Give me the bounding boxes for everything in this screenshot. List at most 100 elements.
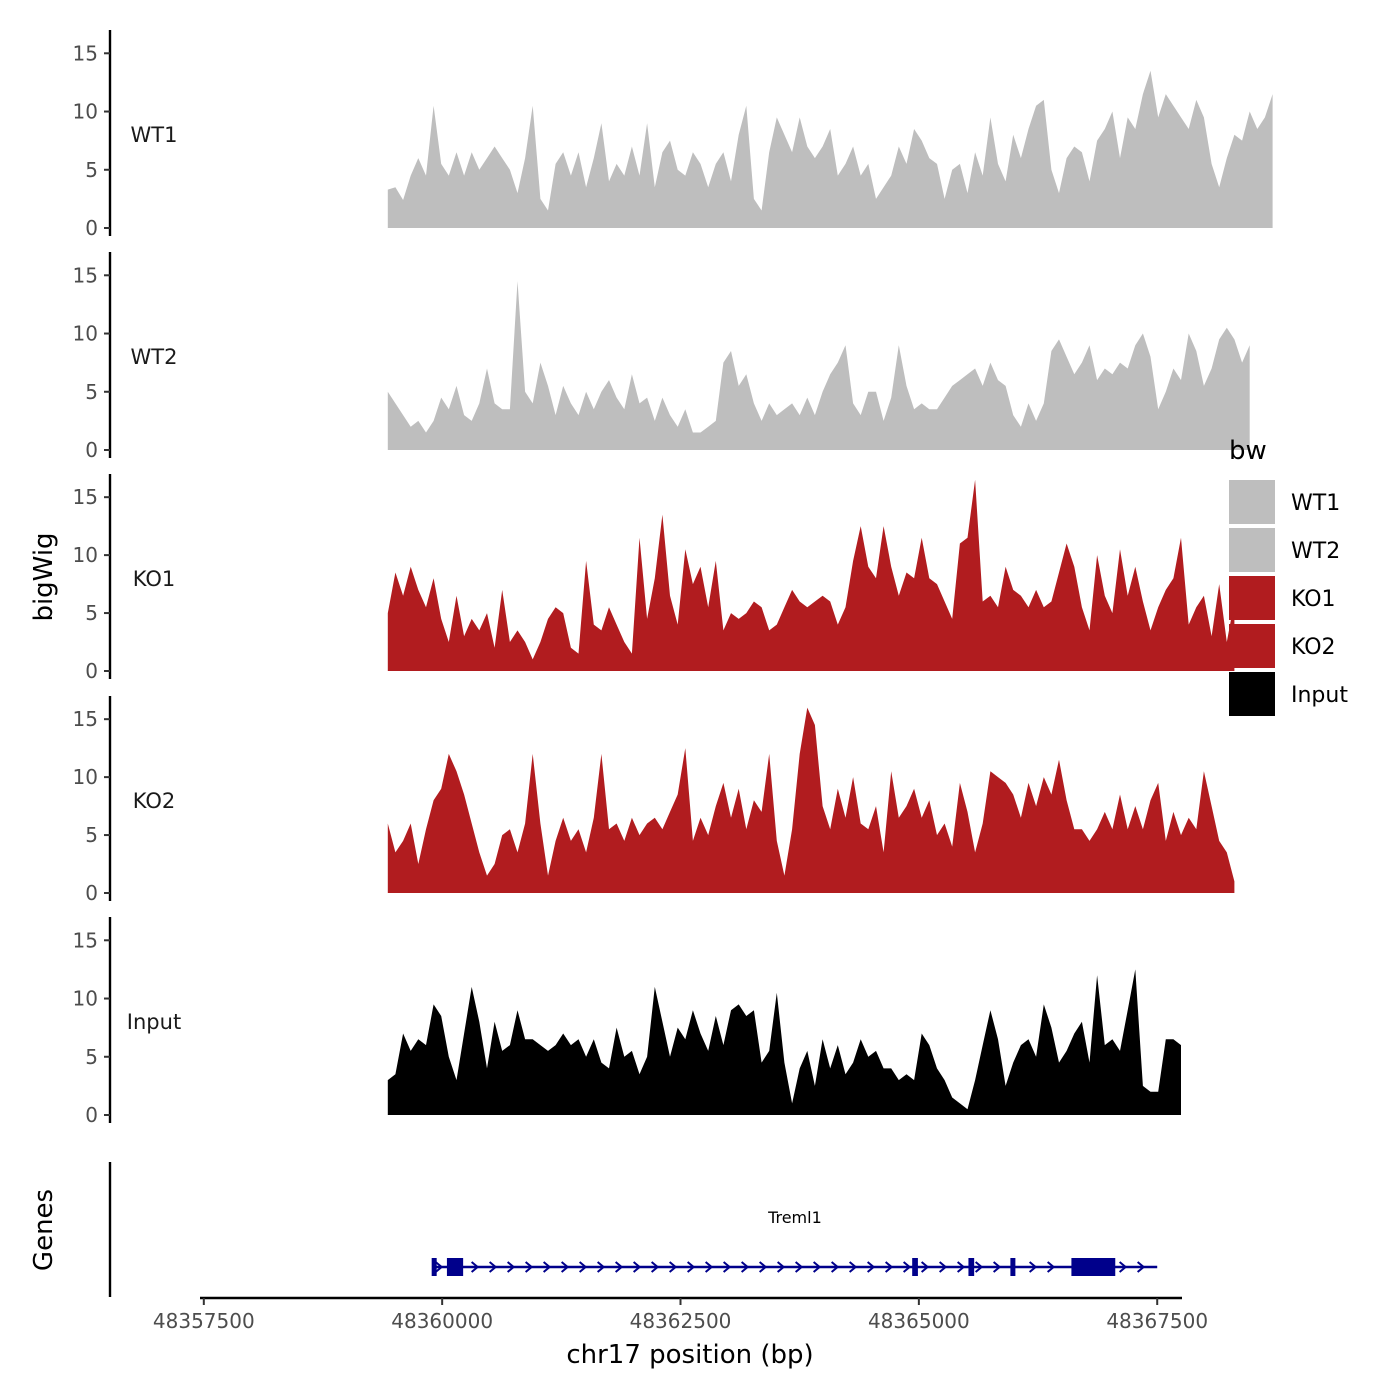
y-tick-label: 10 <box>73 765 98 789</box>
track-label-ko1: KO1 <box>133 567 176 591</box>
legend-swatch <box>1229 480 1275 524</box>
x-tick-label: 48362500 <box>630 1309 732 1333</box>
strand-arrow <box>704 1261 714 1273</box>
exon-3 <box>912 1258 918 1276</box>
y-tick-label: 10 <box>73 543 98 567</box>
legend-title: bw <box>1229 436 1267 466</box>
strand-arrow <box>722 1261 732 1273</box>
legend-swatch <box>1229 528 1275 572</box>
strand-arrow <box>920 1261 930 1273</box>
strand-arrow <box>866 1261 876 1273</box>
y-tick-label: 10 <box>73 100 98 124</box>
strand-arrow <box>1136 1261 1146 1273</box>
y-tick-label: 15 <box>73 928 98 952</box>
strand-arrow <box>830 1261 840 1273</box>
exon-5 <box>1010 1258 1016 1276</box>
x-axis: chr17 position (bp) 48357500 48360000 4836… <box>153 1296 1208 1370</box>
strand-arrow <box>758 1261 768 1273</box>
track-label-wt1: WT1 <box>131 123 178 147</box>
legend-label: WT1 <box>1291 491 1340 516</box>
strand-arrow <box>470 1261 480 1273</box>
y-tick-label: 10 <box>73 322 98 346</box>
strand-arrow <box>848 1261 858 1273</box>
track-input: 0 5 10 15 Input <box>73 917 1181 1127</box>
exon-2 <box>446 1258 464 1276</box>
legend-label: WT2 <box>1291 539 1340 564</box>
strand-arrow <box>812 1261 822 1273</box>
strand-arrow <box>524 1261 534 1273</box>
strand-arrow <box>794 1261 804 1273</box>
y-tick-label: 15 <box>73 485 98 509</box>
strand-arrow <box>902 1261 912 1273</box>
exon-4 <box>968 1258 975 1276</box>
legend-label: Input <box>1291 683 1348 708</box>
coverage-area-input <box>387 969 1181 1115</box>
exon-6 <box>1071 1258 1116 1276</box>
legend-swatch <box>1229 624 1275 668</box>
y-tick-label: 15 <box>73 707 98 731</box>
y-tick-label: 5 <box>85 1045 98 1069</box>
legend-item-wt2: WT2 <box>1229 528 1340 572</box>
tracks-layer: 0 5 10 15 WT1 0 5 10 15 WT2 0 5 10 15 KO1 0 5 10 15 KO2 0 5 10… <box>73 30 1273 1127</box>
y-tick-label: 0 <box>85 216 98 240</box>
strand-arrow <box>632 1261 642 1273</box>
strand-arrow <box>614 1261 624 1273</box>
genes-panel: Genes Treml1 <box>29 1162 1158 1297</box>
strand-arrow <box>956 1261 966 1273</box>
strand-arrow <box>686 1261 696 1273</box>
strand-arrow <box>578 1261 588 1273</box>
strand-arrow <box>596 1261 606 1273</box>
legend-label: KO2 <box>1291 635 1336 660</box>
legend-label: KO1 <box>1291 587 1336 612</box>
legend-item-ko2: KO2 <box>1229 624 1336 668</box>
track-label-ko2: KO2 <box>133 789 176 813</box>
track-wt2: 0 5 10 15 WT2 <box>73 252 1250 462</box>
track-label-input: Input <box>127 1010 181 1034</box>
y-tick-label: 15 <box>73 263 98 287</box>
strand-arrow <box>560 1261 570 1273</box>
strand-arrow <box>974 1261 984 1273</box>
strand-arrow <box>434 1261 444 1273</box>
x-tick-label: 48357500 <box>153 1309 255 1333</box>
coverage-area-ko1 <box>387 479 1235 671</box>
y-tick-label: 10 <box>73 987 98 1011</box>
strand-arrow <box>668 1261 678 1273</box>
exon-1 <box>431 1258 437 1276</box>
track-wt1: 0 5 10 15 WT1 <box>73 30 1273 240</box>
x-tick-label: 48360000 <box>391 1309 493 1333</box>
strand-arrow <box>938 1261 948 1273</box>
y-tick-label: 15 <box>73 41 98 65</box>
strand-arrow <box>776 1261 786 1273</box>
track-ko2: 0 5 10 15 KO2 <box>73 696 1235 905</box>
strand-arrow <box>1046 1261 1056 1273</box>
strand-arrow <box>506 1261 516 1273</box>
strand-arrow <box>884 1261 894 1273</box>
y-tick-label: 5 <box>85 601 98 625</box>
y-tick-label: 0 <box>85 438 98 462</box>
legend-item-ko1: KO1 <box>1229 576 1336 620</box>
legend-swatch <box>1229 576 1275 620</box>
x-tick-label: 48365000 <box>868 1309 970 1333</box>
y-tick-label: 5 <box>85 158 98 182</box>
genes-axis-title: Genes <box>29 1189 59 1271</box>
coverage-area-wt2 <box>387 281 1250 450</box>
x-tick-label: 48367500 <box>1106 1309 1208 1333</box>
strand-arrow <box>1118 1261 1128 1273</box>
legend: bw WT1 WT2 KO1 KO2 Input <box>1229 436 1348 716</box>
strand-arrow <box>488 1261 498 1273</box>
x-axis-title: chr17 position (bp) <box>566 1340 813 1370</box>
strand-arrow <box>1028 1261 1038 1273</box>
strand-arrow <box>740 1261 750 1273</box>
track-ko1: 0 5 10 15 KO1 <box>73 474 1235 683</box>
y-tick-label: 0 <box>85 1103 98 1127</box>
coverage-area-wt1 <box>387 70 1273 228</box>
legend-item-input: Input <box>1229 672 1348 716</box>
gene-model-treml1: Treml1 <box>431 1208 1158 1276</box>
gene-name-label: Treml1 <box>767 1208 822 1227</box>
y-tick-label: 5 <box>85 823 98 847</box>
coverage-area-ko2 <box>387 707 1235 893</box>
strand-arrow <box>542 1261 552 1273</box>
y-tick-label: 0 <box>85 659 98 683</box>
strand-arrow <box>650 1261 660 1273</box>
